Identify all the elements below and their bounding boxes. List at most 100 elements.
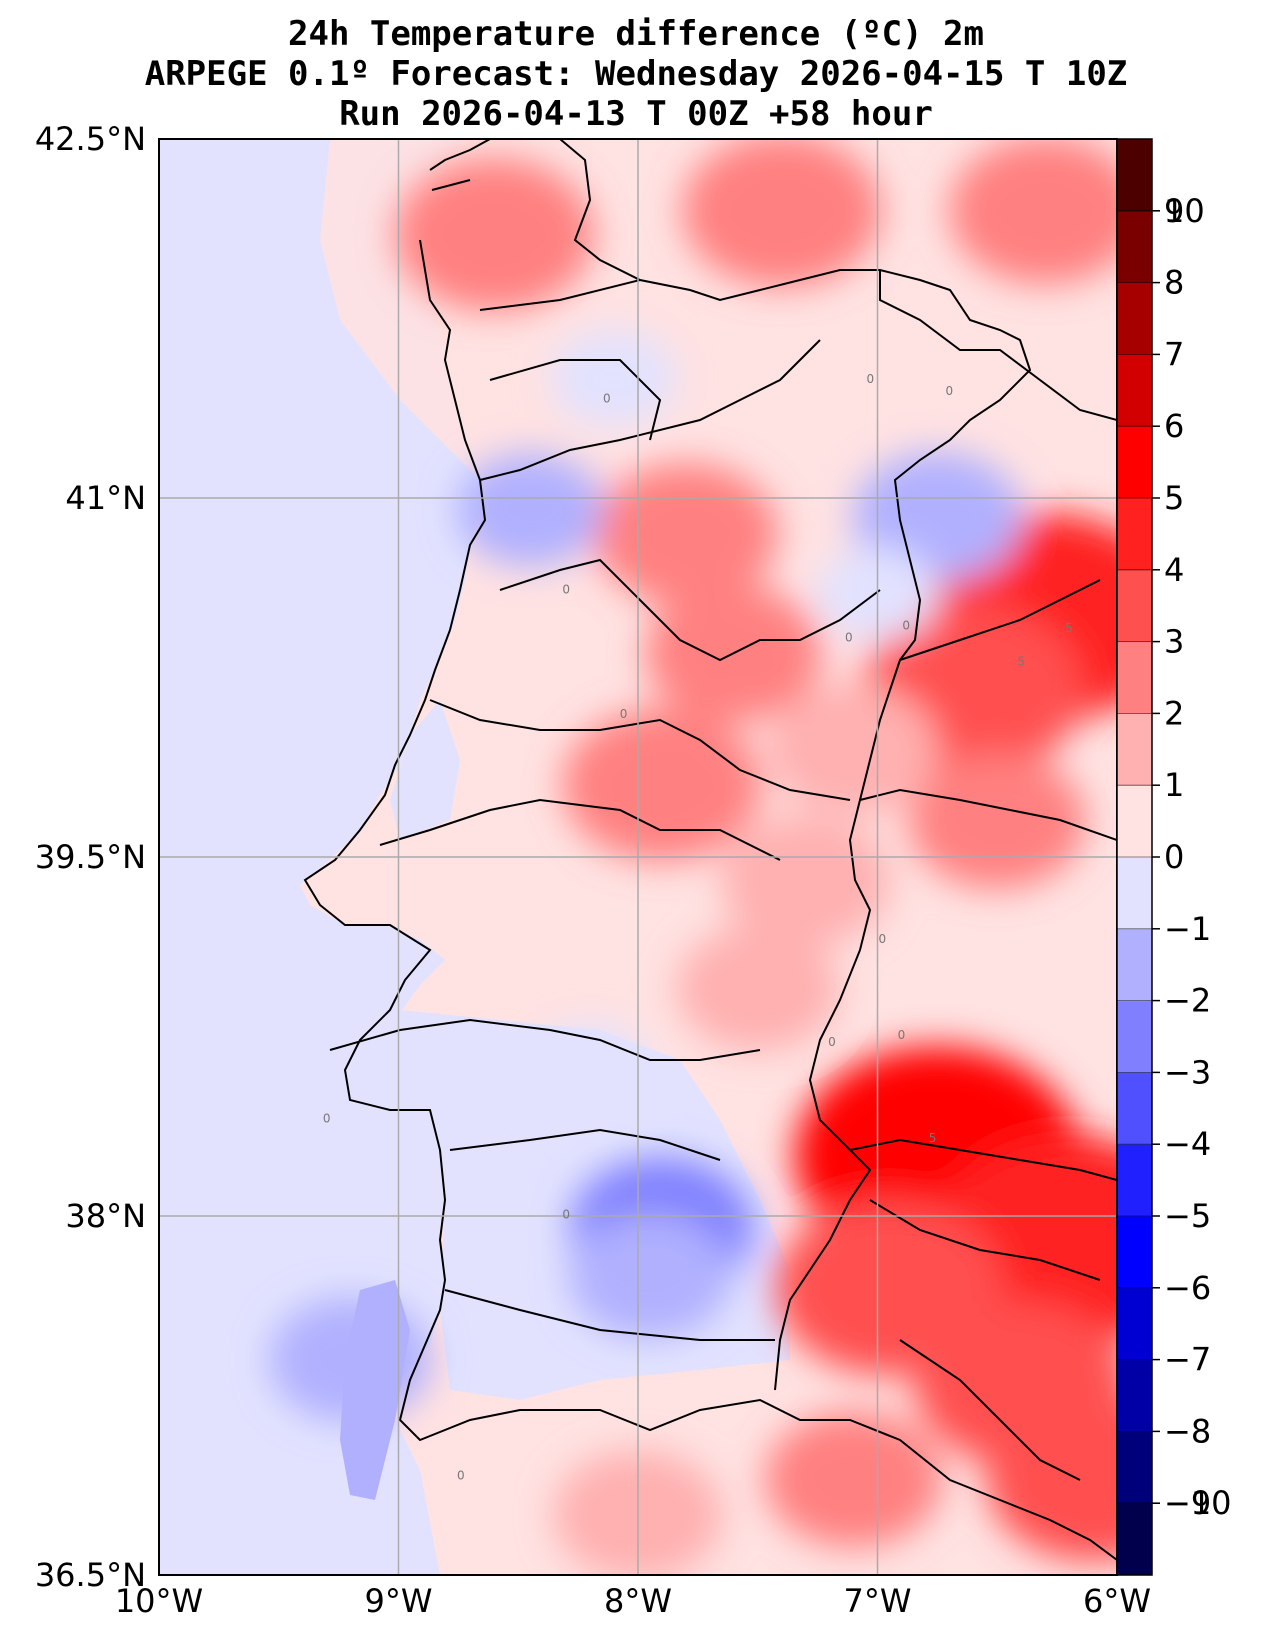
colorbar-tick-label: −10 — [1164, 1484, 1232, 1522]
colorbar-tick-label: 10 — [1164, 192, 1205, 230]
title-line-2: ARPEGE 0.1º Forecast: Wednesday 2026-04-… — [145, 54, 1128, 94]
colorbar-tick-label: −5 — [1164, 1197, 1211, 1235]
field-blob — [568, 1213, 732, 1339]
field-blob — [768, 684, 939, 815]
contour-label: 0 — [946, 384, 954, 398]
title-line-3: Run 2026-04-13 T 00Z +58 hour — [339, 94, 933, 134]
contour-label: 0 — [323, 1112, 331, 1126]
admin-borders — [303, 139, 1117, 1561]
colorbar-segment — [1117, 210, 1152, 284]
contour-label: 0 — [620, 707, 628, 721]
coastline — [303, 139, 1117, 1561]
colorbar-segment — [1117, 139, 1152, 212]
colorbar-segment — [1117, 1287, 1152, 1361]
lon-tick-label: 6°W — [1083, 1582, 1151, 1620]
lat-tick-label: 38°N — [65, 1197, 146, 1235]
contour-label: 0 — [562, 1207, 570, 1221]
contour-label: 0 — [866, 372, 874, 386]
colorbar-segment — [1117, 354, 1152, 427]
colorbar-segment — [1117, 1000, 1152, 1073]
field-blob — [676, 926, 839, 1052]
title-line-1: 24h Temperature difference (ºC) 2m — [288, 14, 984, 54]
field-blob — [562, 708, 762, 862]
colorbar-tick-label: 2 — [1164, 694, 1184, 732]
lat-tick-label: 41°N — [65, 479, 146, 517]
colorbar-tick-label: −7 — [1164, 1341, 1211, 1379]
colorbar-segment — [1117, 1216, 1152, 1289]
contour-labels: 0 0 0 0 0 0 0 0 0 0 0 0 0 5 5 5 — [323, 372, 1073, 1482]
colorbar-tick-label: 9 — [1164, 192, 1184, 230]
colorbar-tick-label: 4 — [1164, 551, 1184, 589]
portugal-spain-border — [559, 139, 1032, 1391]
lat-tick-label: 39.5°N — [35, 838, 146, 876]
lon-tick-label: 10°W — [115, 1582, 203, 1620]
colorbar-tick-label: 3 — [1164, 623, 1184, 661]
coastal-warm-band — [320, 139, 480, 480]
colorbar-tick-label: −8 — [1164, 1412, 1211, 1450]
field-blob — [394, 158, 594, 312]
colorbar-segment — [1117, 426, 1152, 499]
contour-label: 5 — [1017, 655, 1025, 669]
colorbar-segment — [1117, 569, 1152, 643]
contour-label: 5 — [929, 1131, 937, 1145]
colorbar-tick-label: −2 — [1164, 982, 1211, 1020]
colorbar-segment — [1117, 1144, 1152, 1217]
longitude-axis: 10°W 9°W 8°W 7°W 6°W — [115, 1582, 1151, 1620]
contour-label: 0 — [902, 619, 910, 633]
field-blob — [682, 139, 881, 288]
colorbar-tick-label: −3 — [1164, 1053, 1211, 1091]
field-blob — [908, 753, 1086, 890]
colorbar-tick-label: 6 — [1164, 407, 1184, 445]
contour-label: 0 — [898, 1028, 906, 1042]
lon-tick-label: 9°W — [365, 1582, 433, 1620]
colorbar-tick-label: 8 — [1164, 264, 1184, 302]
lon-tick-label: 8°W — [604, 1582, 672, 1620]
cold-sea-tongue — [340, 1280, 410, 1500]
colorbar-tick-label: 1 — [1164, 766, 1184, 804]
colorbar-tick-label: −9 — [1164, 1484, 1211, 1522]
contour-label: 0 — [845, 631, 853, 645]
field-blob — [720, 815, 891, 947]
colorbar-segment — [1117, 1359, 1152, 1432]
cool-land-west-coast — [390, 700, 460, 840]
colorbar-segment — [1117, 1503, 1152, 1576]
colorbar-tick-label: 7 — [1164, 335, 1184, 373]
district-line-1 — [329, 279, 881, 1341]
lon-tick-label: 7°W — [844, 1582, 912, 1620]
colorbar-tick-label: −6 — [1164, 1269, 1211, 1307]
colorbar-segment — [1117, 641, 1152, 714]
colorbar-tick-label: −4 — [1164, 1125, 1211, 1163]
lat-tick-label: 42.5°N — [35, 120, 146, 158]
field-blob — [593, 463, 778, 605]
contour-label: 0 — [457, 1468, 465, 1482]
colorbar-tick-label: 5 — [1164, 479, 1184, 517]
colorbar-segment — [1117, 282, 1152, 355]
spain-region-lines — [849, 270, 1117, 1481]
contour-label: 5 — [1065, 621, 1073, 635]
colorbar-segment — [1117, 1072, 1152, 1145]
colorbar-segment — [1117, 498, 1152, 571]
field-blob — [551, 329, 677, 427]
field-blob — [529, 1025, 652, 1120]
latitude-axis: 36.5°N 38°N 39.5°N 41°N 42.5°N — [35, 120, 146, 1594]
field-blob — [456, 453, 605, 567]
field-blob — [949, 139, 1117, 285]
colorbar-segment — [1117, 1431, 1152, 1504]
temperature-field — [269, 139, 1117, 1575]
map-panel: 0 0 0 0 0 0 0 0 0 0 0 0 0 5 5 5 — [159, 139, 1117, 1575]
contour-label: 0 — [603, 391, 611, 405]
field-blob — [765, 1411, 942, 1548]
colorbar-tick-label: 0 — [1164, 838, 1184, 876]
colorbar-tick-label: −1 — [1164, 910, 1211, 948]
colorbar-segment — [1117, 785, 1152, 858]
contour-label: 0 — [562, 583, 570, 597]
contour-label: 0 — [828, 1035, 836, 1049]
lat-tick-label: 36.5°N — [35, 1556, 146, 1594]
colorbar-segment — [1117, 928, 1152, 1002]
colorbar-segment — [1117, 857, 1152, 930]
contour-label: 0 — [878, 932, 886, 946]
colorbar-segment — [1117, 713, 1152, 786]
graticule — [159, 139, 1117, 1575]
